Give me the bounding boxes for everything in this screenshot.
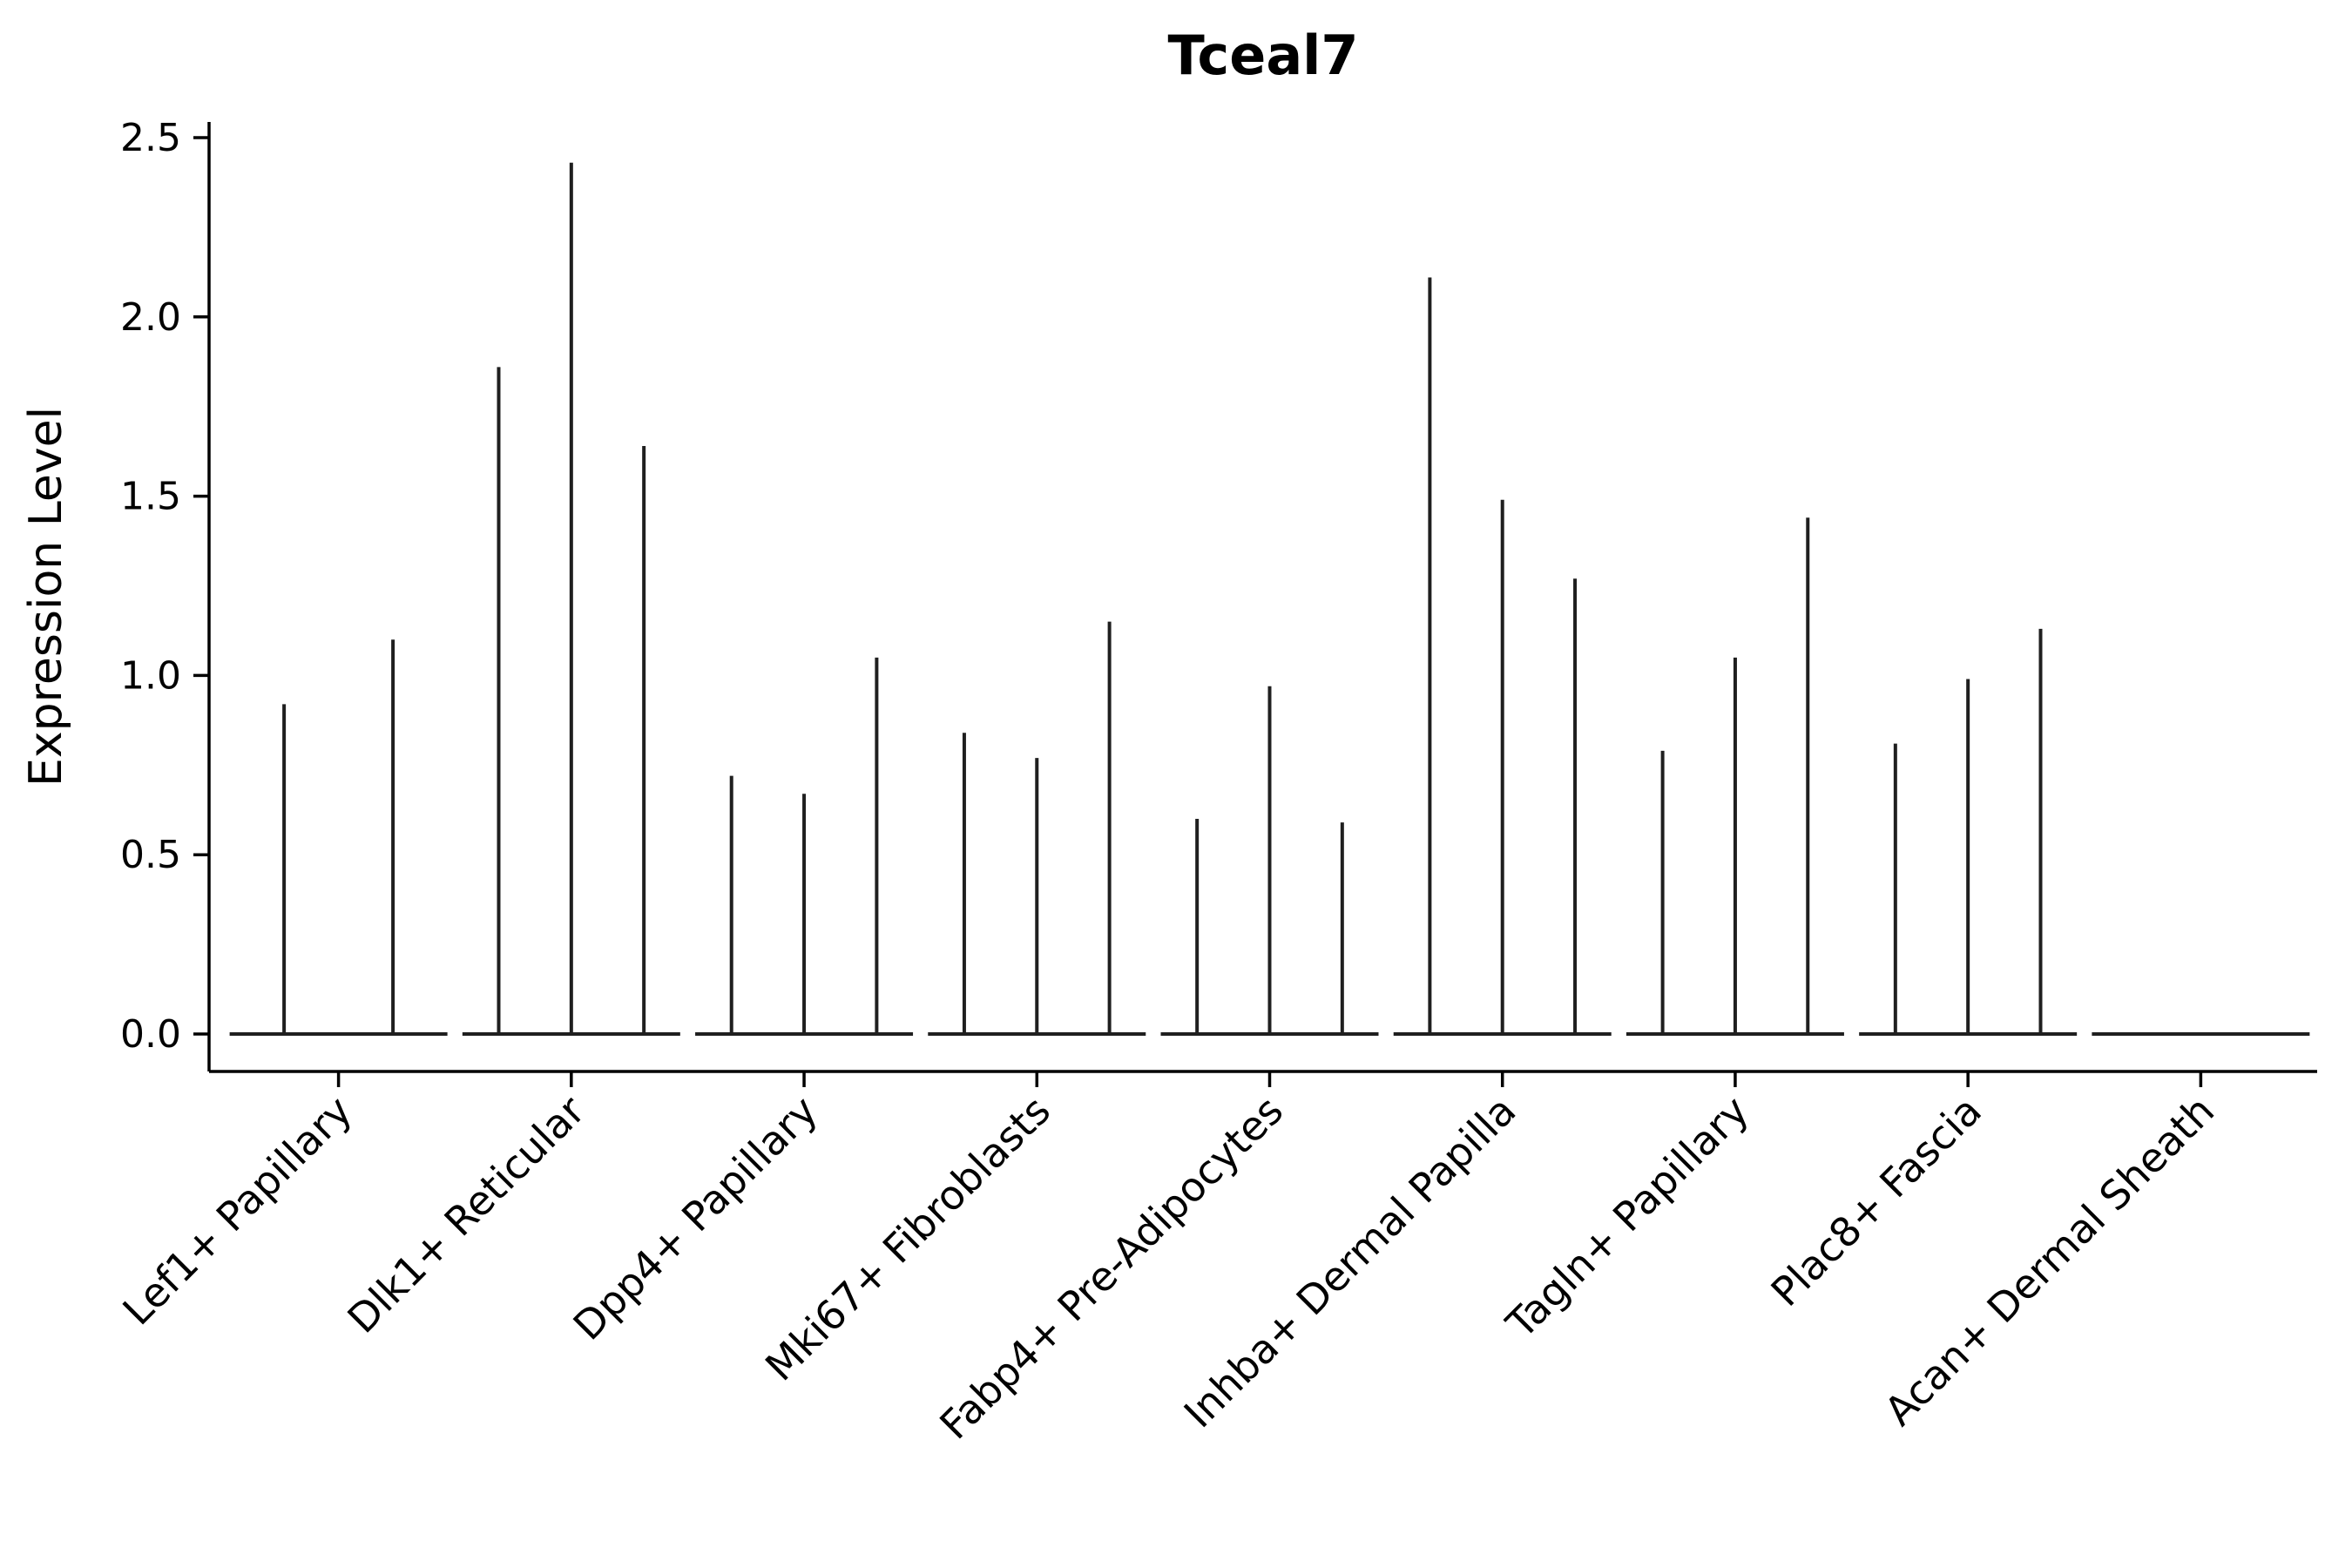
x-tick-label: Plac8+ Fascia (1762, 1087, 1990, 1315)
x-tick-label: Tagln+ Papillary (1497, 1087, 1758, 1348)
chart-title: Tceal7 (1167, 24, 1358, 87)
y-tick-label: 1.5 (120, 475, 181, 519)
y-tick-label: 1.0 (120, 653, 181, 698)
x-tick-label: Lef1+ Papillary (113, 1087, 361, 1335)
y-tick-label: 2.5 (120, 116, 181, 160)
x-tick-label: Dlk1+ Reticular (338, 1087, 593, 1342)
y-tick-label: 0.0 (120, 1012, 181, 1057)
y-tick-label: 0.5 (120, 833, 181, 877)
y-tick-label: 2.0 (120, 295, 181, 340)
y-axis-label: Expression Level (20, 407, 72, 787)
x-tick-label: Dpp4+ Papillary (564, 1087, 827, 1349)
